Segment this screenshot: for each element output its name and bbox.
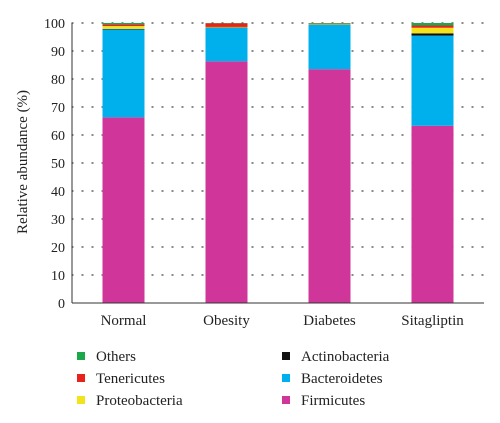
y-tick-label: 80: [51, 73, 65, 88]
bar-segment-firmicutes-normal: [102, 117, 145, 303]
bar-segment-others-diabetes: [308, 23, 351, 24]
bar-segment-firmicutes-obesity: [205, 61, 248, 303]
bar-segment-proteobacteria-diabetes: [308, 23, 351, 25]
legend-label: Actinobacteria: [301, 349, 390, 365]
legend-item-tenericutes: Tenericutes: [77, 371, 165, 387]
legend-swatch: [77, 374, 85, 382]
legend-swatch: [77, 396, 85, 404]
legend-label: Proteobacteria: [96, 393, 183, 409]
bar-segment-tenericutes-obesity: [205, 23, 248, 27]
bars: [102, 23, 454, 303]
legend-swatch: [282, 374, 290, 382]
legend-label: Tenericutes: [96, 371, 165, 387]
x-tick-label: Obesity: [203, 313, 250, 329]
legend-item-firmicutes: Firmicutes: [282, 393, 365, 409]
bar-segment-actinobacteria-sitagliptin: [411, 33, 454, 36]
axes: 0 10 20 30 40 50 60 70 80 90 100 Normal Obesity Diabe…: [44, 17, 484, 329]
bar-segment-tenericutes-sitagliptin: [411, 25, 454, 28]
bar-segment-bacteroidetes-sitagliptin: [411, 35, 454, 126]
legend-swatch: [77, 352, 85, 360]
y-tick-label: 0: [58, 297, 65, 312]
bar-segment-actinobacteria-normal: [102, 28, 145, 30]
bar-segment-bacteroidetes-normal: [102, 29, 145, 118]
bar-segment-bacteroidetes-diabetes: [308, 24, 351, 70]
bar-segment-tenericutes-normal: [102, 24, 145, 27]
legend-label: Others: [96, 349, 136, 365]
legend-swatch: [282, 396, 290, 404]
y-tick-label: 50: [51, 157, 65, 172]
bar-segment-firmicutes-diabetes: [308, 69, 351, 303]
legend-label: Bacteroidetes: [301, 371, 383, 387]
x-tick-label: Sitagliptin: [401, 313, 464, 329]
y-tick-label: 90: [51, 45, 65, 60]
y-axis-title: Relative abundance (%): [15, 90, 31, 234]
bar-segment-firmicutes-sitagliptin: [411, 125, 454, 303]
bar-segment-proteobacteria-obesity: [205, 26, 248, 28]
y-tick-label: 30: [51, 213, 65, 228]
y-tick-label: 20: [51, 241, 65, 256]
y-tick-label: 70: [51, 101, 65, 116]
legend-item-actinobacteria: Actinobacteria: [282, 349, 390, 365]
legend: Others Actinobacteria Tenericutes Bacteroid…: [77, 349, 390, 409]
bar-segment-proteobacteria-sitagliptin: [411, 27, 454, 34]
legend-item-bacteroidetes: Bacteroidetes: [282, 371, 383, 387]
legend-item-others: Others: [77, 349, 136, 365]
bar-segment-others-normal: [102, 23, 145, 25]
x-tick-label: Diabetes: [303, 313, 356, 329]
y-tick-label: 40: [51, 185, 65, 200]
y-tick-label: 100: [44, 17, 65, 32]
y-tick-label: 60: [51, 129, 65, 144]
bar-segment-others-sitagliptin: [411, 23, 454, 26]
legend-label: Firmicutes: [301, 393, 365, 409]
bar-segment-proteobacteria-normal: [102, 26, 145, 29]
x-tick-label: Normal: [101, 313, 147, 329]
legend-item-proteobacteria: Proteobacteria: [77, 393, 183, 409]
legend-swatch: [282, 352, 290, 360]
y-tick-label: 10: [51, 269, 65, 284]
bar-segment-bacteroidetes-obesity: [205, 27, 248, 62]
